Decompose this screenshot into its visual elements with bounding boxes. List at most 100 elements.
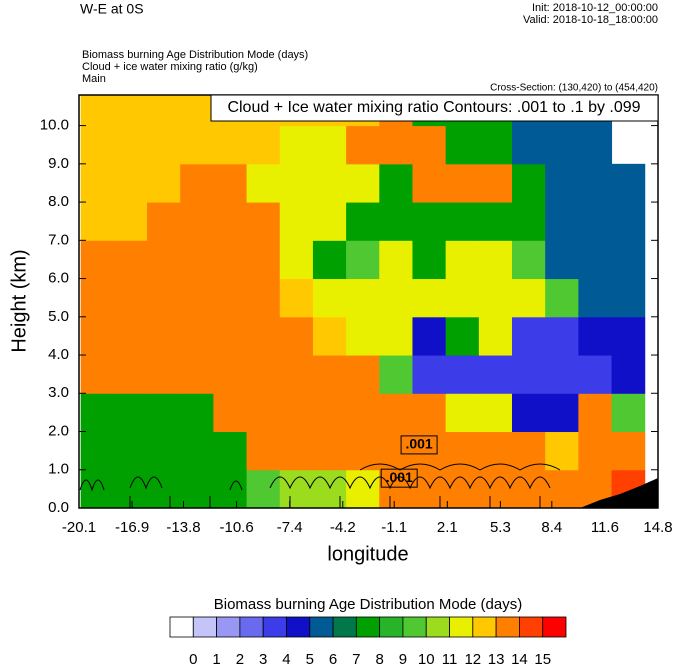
field-cell bbox=[611, 240, 646, 280]
colorbar-label: 0 bbox=[189, 651, 197, 667]
field-cell bbox=[279, 469, 314, 509]
y-axis-title: Height (km) bbox=[8, 249, 30, 352]
fill-field-name: Biomass burning Age Distribution Mode (d… bbox=[82, 49, 308, 61]
field-cell bbox=[147, 95, 181, 127]
colorbar-box bbox=[379, 616, 404, 638]
field-cell bbox=[147, 202, 181, 241]
colorbar-label: 10 bbox=[418, 651, 435, 667]
y-tick-label: 9.0 bbox=[48, 155, 69, 172]
colorbar-box bbox=[402, 616, 427, 638]
field-cell bbox=[445, 469, 480, 509]
y-tick-label: 2.0 bbox=[48, 422, 69, 439]
field-cell bbox=[246, 163, 281, 203]
colorbar-box bbox=[286, 616, 311, 638]
field-cell bbox=[80, 240, 115, 280]
field-cell bbox=[180, 240, 214, 280]
field-cell bbox=[346, 202, 380, 241]
field-cell bbox=[412, 393, 447, 433]
field-cell bbox=[611, 393, 646, 433]
field-cell bbox=[545, 469, 579, 509]
field-cell bbox=[379, 469, 413, 509]
chart-title: W-E at 0S bbox=[80, 1, 144, 17]
contour-info-box bbox=[210, 94, 659, 122]
y-tick-label: 5.0 bbox=[48, 308, 69, 325]
field bbox=[80, 95, 646, 509]
x-tick-label: 14.8 bbox=[643, 519, 672, 536]
field-cell bbox=[346, 278, 380, 318]
field-cell bbox=[246, 240, 281, 280]
field-cell bbox=[80, 469, 115, 509]
field-cell bbox=[578, 125, 613, 165]
field-cell bbox=[545, 125, 579, 165]
field-cell bbox=[578, 278, 613, 318]
colorbar-label: 12 bbox=[464, 651, 481, 667]
field-cell bbox=[213, 278, 248, 318]
contour-label-box bbox=[400, 435, 438, 455]
field-cell bbox=[213, 202, 248, 241]
field-cell bbox=[545, 240, 579, 280]
field-cell bbox=[611, 202, 646, 241]
init-time: Init: 2018-10-12_00:00:00 bbox=[532, 2, 658, 14]
field-cell bbox=[312, 355, 347, 394]
field-cell bbox=[346, 431, 380, 471]
field-cell bbox=[180, 316, 214, 356]
field-cell bbox=[512, 316, 546, 356]
field-cell bbox=[512, 278, 546, 318]
field-cell bbox=[512, 469, 546, 509]
field-cell bbox=[113, 469, 148, 509]
colorbar-box bbox=[332, 616, 357, 638]
field-cell bbox=[611, 431, 646, 471]
field-cell bbox=[312, 278, 347, 318]
field-cell bbox=[346, 355, 380, 394]
field-cell bbox=[445, 125, 480, 165]
field-cell bbox=[279, 240, 314, 280]
y-tick-label: 10.0 bbox=[40, 117, 69, 134]
colorbar-label: 15 bbox=[534, 651, 551, 667]
colorbar-box bbox=[425, 616, 450, 638]
field-cell bbox=[578, 163, 613, 203]
field-cell bbox=[279, 431, 314, 471]
field-cell bbox=[147, 163, 181, 203]
field-cell bbox=[113, 202, 148, 241]
field-cell bbox=[312, 125, 347, 165]
field-cell bbox=[180, 431, 214, 471]
field-cell bbox=[346, 393, 380, 433]
y-tick-label: 1.0 bbox=[48, 461, 69, 478]
field-cell bbox=[545, 355, 579, 394]
overlay: .001 .001 bbox=[380, 435, 438, 488]
field-cell bbox=[312, 316, 347, 356]
field-cell bbox=[246, 431, 281, 471]
field-cell bbox=[545, 431, 579, 471]
contour-info: Cloud + Ice water mixing ratio Contours:… bbox=[227, 99, 640, 116]
colorbar-box bbox=[309, 616, 334, 638]
field-cell bbox=[213, 316, 248, 356]
field-cell bbox=[246, 202, 281, 241]
y-tick-label: 0.0 bbox=[48, 499, 69, 516]
field-cell bbox=[478, 202, 513, 241]
field-cell bbox=[512, 393, 546, 433]
field-cell bbox=[147, 393, 181, 433]
field-cell bbox=[478, 393, 513, 433]
field-cell bbox=[412, 202, 447, 241]
field-cell bbox=[412, 469, 447, 509]
field-cell bbox=[478, 469, 513, 509]
x-tick-label: -13.8 bbox=[166, 519, 200, 536]
field-cell bbox=[180, 125, 214, 165]
field-cell bbox=[279, 355, 314, 394]
colorbar-label: 14 bbox=[511, 651, 528, 667]
field-cell bbox=[147, 316, 181, 356]
contour-field-name: Cloud + ice water mixing ratio (g/kg) bbox=[82, 61, 258, 73]
field-cell bbox=[379, 202, 413, 241]
field-cell bbox=[346, 240, 380, 280]
field-cell bbox=[346, 469, 380, 509]
field-cell bbox=[312, 431, 347, 471]
field-cell bbox=[512, 163, 546, 203]
field-cell bbox=[147, 431, 181, 471]
y-tick-label: 3.0 bbox=[48, 384, 69, 401]
x-tick-label: 8.4 bbox=[541, 519, 562, 536]
field-cell bbox=[147, 125, 181, 165]
field-cell bbox=[180, 355, 214, 394]
valid-time: Valid: 2018-10-18_18:00:00 bbox=[523, 14, 658, 26]
colorbar-label: 1 bbox=[212, 651, 220, 667]
field-cell bbox=[279, 316, 314, 356]
